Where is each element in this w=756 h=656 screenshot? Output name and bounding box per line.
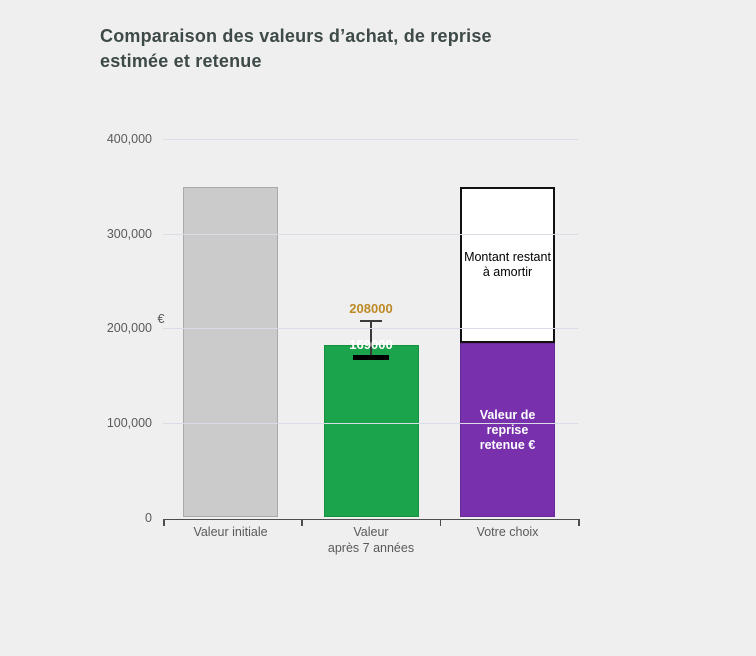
- whisker-cap-high: [360, 319, 382, 323]
- bar-segment-montant-restant-a-amortir: Montant restant à amortir: [460, 186, 555, 343]
- y-tick-label-100000: 100,000: [106, 415, 152, 430]
- segment-label-valeur-de-reprise-retenue: Valeur de reprise retenue €: [479, 407, 536, 452]
- whisker-cap-low: [353, 355, 389, 361]
- x-label-valeur-initiale: Valeur initiale: [193, 525, 268, 539]
- y-tick-label-0: 0: [145, 510, 152, 525]
- gridline-300000: [163, 233, 578, 235]
- gridline-400000: [163, 139, 578, 141]
- y-tick-label-200000: 200,000: [106, 321, 152, 336]
- y-tick-label-400000: 400,000: [106, 132, 152, 147]
- x-axis-line: [163, 518, 579, 520]
- chart-title: Comparaison des valeurs d’achat, de repr…: [100, 26, 492, 71]
- whisker-low-value-label: 169000: [349, 337, 393, 353]
- x-axis-tick: [301, 518, 303, 526]
- gridline-100000: [163, 422, 578, 424]
- bar-valeur-initiale: [183, 186, 278, 518]
- y-tick-label-300000: 300,000: [106, 226, 152, 241]
- x-label-valeur-apres-7-annees: Valeur après 7 années: [327, 525, 415, 555]
- x-label-votre-choix: Votre choix: [476, 525, 539, 539]
- y-axis-unit-label: €: [157, 312, 165, 326]
- whisker-stem: [369, 320, 373, 358]
- x-axis-tick: [163, 518, 165, 526]
- gridline-200000: [163, 328, 578, 330]
- x-axis-tick: [578, 518, 580, 526]
- segment-label-montant-restant-a-amortir: Montant restant à amortir: [464, 249, 551, 279]
- bar-valeur-apres-7-annees: [323, 345, 419, 518]
- x-axis-tick: [439, 518, 442, 526]
- whisker-high-value-label: 208000: [349, 300, 393, 316]
- bar-segment-valeur-de-reprise-retenue: Valeur de reprise retenue €: [460, 342, 555, 518]
